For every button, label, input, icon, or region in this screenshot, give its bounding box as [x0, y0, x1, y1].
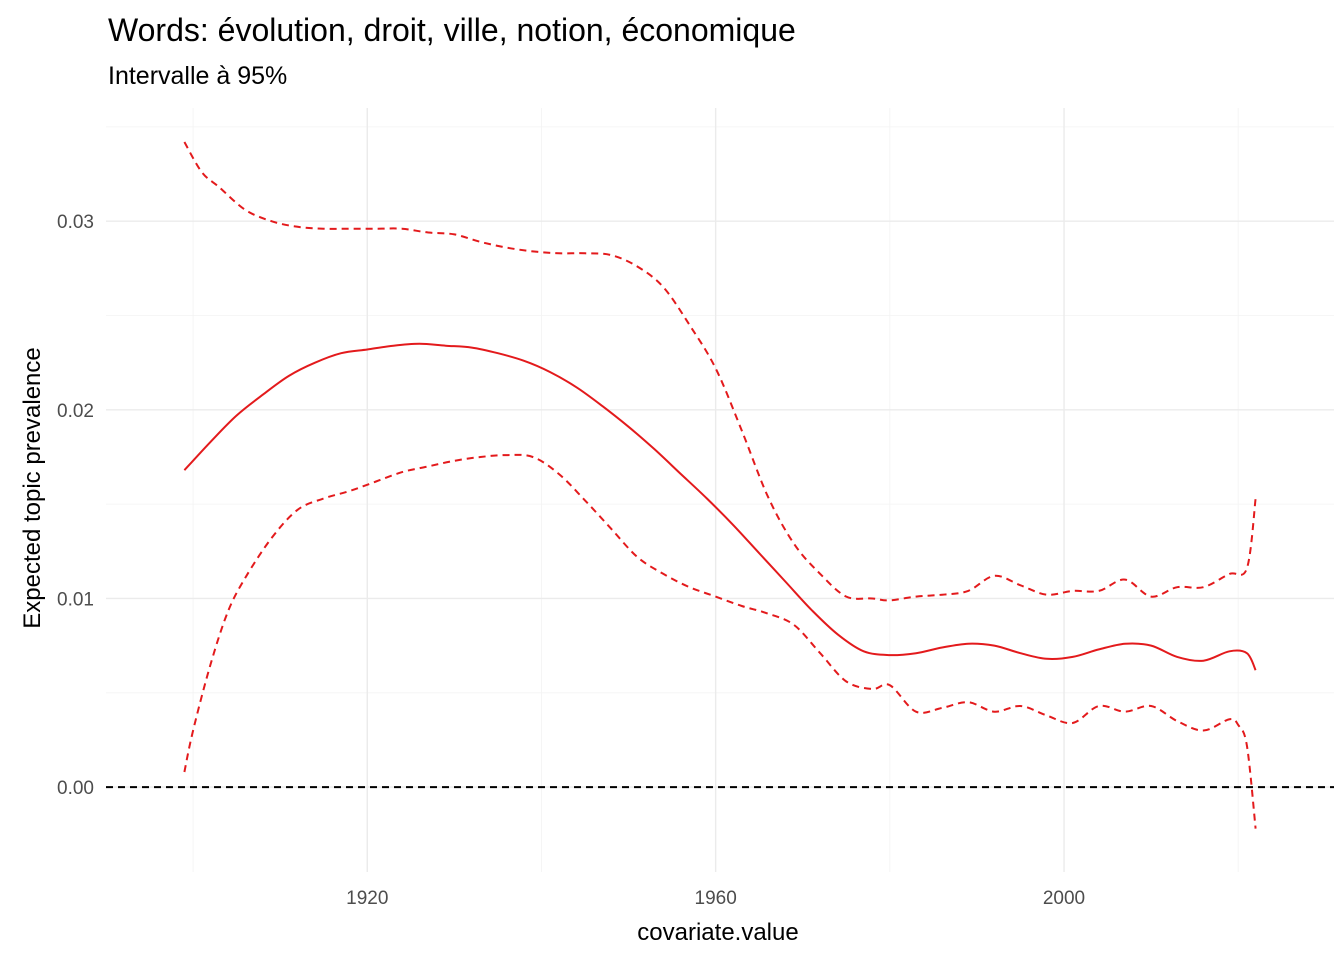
y-tick-label: 0.00 [57, 778, 94, 799]
series-line-upper-95 [183, 141, 1257, 602]
chart-subtitle: Intervalle à 95% [108, 62, 287, 90]
x-tick-label: 1920 [346, 888, 388, 909]
series-line-lower-95 [183, 453, 1257, 829]
y-axis-title: Expected topic prevalence [19, 347, 46, 629]
series-layer [183, 141, 1257, 829]
y-tick-label: 0.03 [57, 212, 94, 233]
x-tick-label: 2000 [1043, 888, 1085, 909]
series-line-estimate [183, 342, 1257, 671]
x-axis-title: covariate.value [637, 919, 798, 946]
grid [106, 108, 1334, 872]
tick-labels: 1920 1960 2000 0.00 0.01 0.02 0.03 [57, 212, 1085, 909]
x-tick-label: 1960 [695, 888, 737, 909]
y-tick-label: 0.01 [57, 589, 94, 610]
y-tick-label: 0.02 [57, 401, 94, 422]
chart-title: Words: évolution, droit, ville, notion, … [108, 12, 796, 48]
